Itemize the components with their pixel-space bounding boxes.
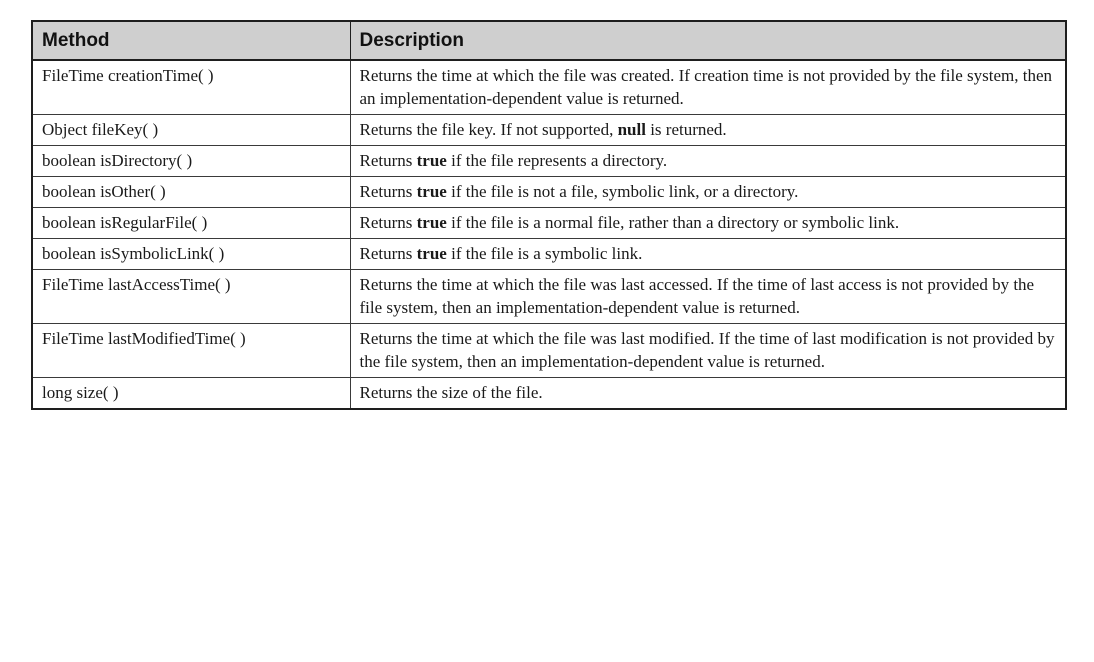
table-row: Object fileKey( ) Returns the file key. … [31, 114, 1067, 146]
description-cell: Returns true if the file is a symbolic l… [349, 238, 1067, 270]
description-text: is returned. [645, 120, 727, 139]
description-cell: Returns the size of the file. [349, 377, 1067, 410]
method-cell: FileTime lastModifiedTime( ) [31, 323, 351, 378]
description-text: Returns [359, 244, 417, 263]
table-row: FileTime creationTime( ) Returns the tim… [31, 59, 1067, 115]
description-cell: Returns true if the file is not a file, … [349, 176, 1067, 208]
table-row: boolean isSymbolicLink( ) Returns true i… [31, 238, 1067, 270]
table-row: FileTime lastModifiedTime( ) Returns the… [31, 323, 1067, 378]
description-text: Returns [359, 213, 417, 232]
description-text: if the file represents a directory. [446, 151, 668, 170]
method-cell: boolean isOther( ) [31, 176, 351, 208]
description-cell: Returns the time at which the file was l… [349, 323, 1067, 378]
header-row: Method Description [31, 20, 1067, 61]
keyword-true: true [416, 182, 447, 201]
description-text: if the file is a normal file, rather tha… [446, 213, 900, 232]
table-row: boolean isDirectory( ) Returns true if t… [31, 145, 1067, 177]
description-text: if the file is not a file, symbolic link… [446, 182, 799, 201]
header-method: Method [31, 20, 351, 61]
header-description: Description [349, 20, 1067, 61]
keyword-null: null [617, 120, 646, 139]
table-body: FileTime creationTime( ) Returns the tim… [31, 59, 1067, 410]
description-cell: Returns the time at which the file was c… [349, 59, 1067, 115]
table-row: boolean isRegularFile( ) Returns true if… [31, 207, 1067, 239]
table-row: FileTime lastAccessTime( ) Returns the t… [31, 269, 1067, 324]
method-cell: FileTime creationTime( ) [31, 59, 351, 115]
table-header: Method Description [31, 20, 1067, 61]
table-row: long size( ) Returns the size of the fil… [31, 377, 1067, 410]
method-cell: long size( ) [31, 377, 351, 410]
description-text: Returns [359, 151, 417, 170]
description-cell: Returns the file key. If not supported, … [349, 114, 1067, 146]
method-cell: boolean isSymbolicLink( ) [31, 238, 351, 270]
description-text: if the file is a symbolic link. [446, 244, 643, 263]
keyword-true: true [416, 244, 447, 263]
method-cell: FileTime lastAccessTime( ) [31, 269, 351, 324]
table-row: boolean isOther( ) Returns true if the f… [31, 176, 1067, 208]
keyword-true: true [416, 151, 447, 170]
method-cell: boolean isRegularFile( ) [31, 207, 351, 239]
description-text: Returns [359, 182, 417, 201]
description-cell: Returns true if the file is a normal fil… [349, 207, 1067, 239]
method-table: Method Description FileTime creationTime… [31, 20, 1067, 410]
method-cell: Object fileKey( ) [31, 114, 351, 146]
description-cell: Returns true if the file represents a di… [349, 145, 1067, 177]
description-cell: Returns the time at which the file was l… [349, 269, 1067, 324]
description-text: Returns the file key. If not supported, [359, 120, 618, 139]
keyword-true: true [416, 213, 447, 232]
method-cell: boolean isDirectory( ) [31, 145, 351, 177]
